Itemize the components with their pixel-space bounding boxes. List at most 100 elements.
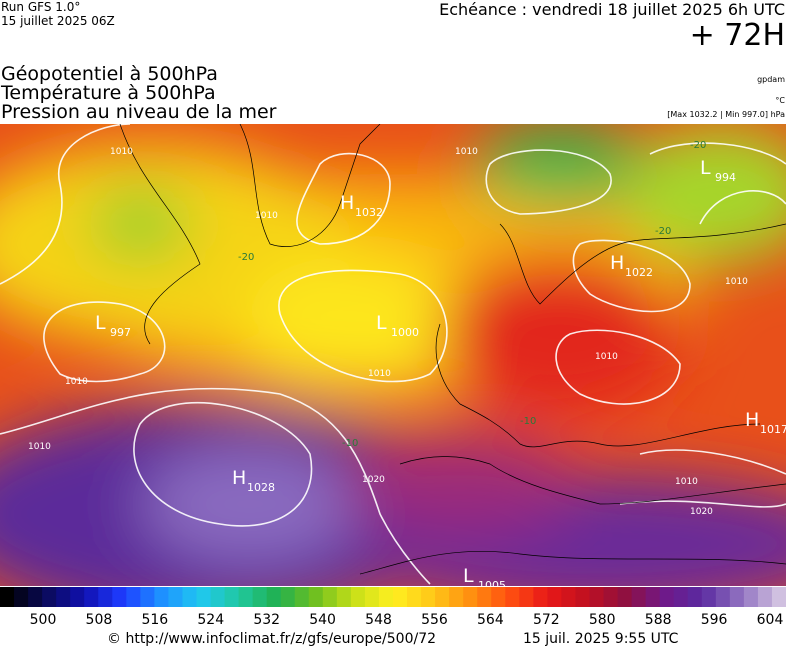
colorbar-tick-label: 596 — [701, 612, 728, 628]
colorbar-swatch — [519, 587, 534, 607]
colorbar-swatch — [98, 587, 113, 607]
colorbar-swatch — [322, 587, 338, 607]
lead-time: + 72H — [689, 18, 785, 53]
colorbar-tick-label: 540 — [309, 612, 336, 628]
colorbar-swatch — [126, 587, 141, 607]
colorbar-swatch — [168, 587, 183, 607]
colorbar-swatch — [659, 587, 675, 607]
isobar-label: 1010 — [110, 147, 133, 157]
colorbar-swatch — [294, 587, 310, 607]
echeance: Echéance : vendredi 18 juillet 2025 6h U… — [439, 0, 785, 19]
temperature-label: -20 — [690, 140, 706, 151]
colorbar-swatch — [196, 587, 212, 607]
colorbar-tick-label: 532 — [253, 612, 280, 628]
colorbar-tick-label: 580 — [589, 612, 616, 628]
colorbar-swatch — [393, 587, 408, 607]
colorbar-swatch — [589, 587, 605, 607]
run-date: 15 juillet 2025 06Z — [1, 14, 115, 28]
source-url: © http://www.infoclimat.fr/z/gfs/europe/… — [107, 631, 437, 647]
pressure-center-type: H — [232, 467, 246, 489]
isobar-label: 1010 — [28, 442, 51, 452]
colorbar-swatch — [182, 587, 197, 607]
colorbar-swatch — [421, 587, 436, 607]
colorbar-tick-label: 572 — [533, 612, 560, 628]
colorbar-tick-label: 604 — [757, 612, 784, 628]
isobar-label: 1010 — [65, 377, 88, 387]
isobar-label: 1010 — [725, 277, 748, 287]
pressure-center-type: L — [95, 312, 106, 334]
pressure-center-value: 1017 — [760, 423, 786, 436]
isobar-label: 1010 — [675, 477, 698, 487]
pressure-center-type: H — [610, 252, 624, 274]
colorbar-swatch — [771, 587, 786, 607]
colorbar-swatch — [336, 587, 352, 607]
colorbar-tick-label: 556 — [421, 612, 448, 628]
colorbar-swatch — [631, 587, 647, 607]
colorbar-swatch — [210, 587, 226, 607]
colorbar-swatch — [603, 587, 619, 607]
colorbar-swatch — [364, 587, 380, 607]
colorbar-swatch — [252, 587, 268, 607]
colorbar-tick-label: 548 — [365, 612, 392, 628]
colorbar-swatch — [743, 587, 759, 607]
isobar-label: 1020 — [362, 475, 385, 485]
pressure-center-type: H — [340, 192, 354, 214]
field: Température à 500hPa — [1, 82, 216, 104]
generated-time: 15 juil. 2025 9:55 UTC — [523, 631, 679, 647]
colorbar-swatch — [154, 587, 169, 607]
colorbar-swatch — [477, 587, 492, 607]
isobar-label: 1010 — [455, 147, 478, 157]
pressure-center-value: 1028 — [247, 481, 275, 494]
colorbar-swatch — [407, 587, 422, 607]
colorbar-swatch — [224, 587, 240, 607]
colorbar-swatch — [14, 587, 29, 607]
isobar-label: 1010 — [595, 352, 618, 362]
colorbar-swatch — [266, 587, 282, 607]
colorbar-swatch — [701, 587, 717, 607]
pressure-center-value: 1032 — [355, 206, 383, 219]
colorbar-tick-label: 508 — [86, 612, 113, 628]
colorbar-swatch — [56, 587, 71, 607]
colorbar-swatch — [729, 587, 745, 607]
colorbar-swatch — [715, 587, 731, 607]
colorbar-swatch — [687, 587, 703, 607]
colorbar — [0, 587, 786, 607]
unit: °C — [775, 96, 785, 105]
pressure-center-type: L — [700, 157, 711, 179]
colorbar-tick-label: 524 — [197, 612, 224, 628]
pressure-center-type: L — [463, 565, 474, 586]
field: Pression au niveau de la mer — [1, 101, 277, 123]
pressure-center-value: 994 — [715, 171, 736, 184]
temperature-label: -10 — [342, 438, 358, 449]
temperature-label: -10 — [520, 416, 536, 427]
colorbar-swatch — [112, 587, 127, 607]
colorbar-swatch — [547, 587, 562, 607]
temperature-label: -20 — [655, 226, 671, 237]
colorbar-tick-label: 516 — [141, 612, 168, 628]
colorbar-tick-label: 500 — [30, 612, 57, 628]
colorbar-swatch — [28, 587, 43, 607]
colorbar-tick-label: 564 — [477, 612, 504, 628]
colorbar-swatch — [42, 587, 57, 607]
colorbar-labels: 500 508 516 524 532 540 548 556 564 572 580 588 596 6… — [30, 612, 784, 628]
pressure-center-value: 1005 — [478, 579, 506, 586]
isobar-label: 1020 — [690, 507, 713, 517]
colorbar-swatch — [435, 587, 450, 607]
field: Géopotentiel à 500hPa — [1, 63, 218, 85]
colorbar-swatch — [280, 587, 296, 607]
pressure-center-type: L — [376, 312, 387, 334]
colorbar-swatch — [70, 587, 85, 607]
colorbar-swatch — [505, 587, 520, 607]
colorbar-swatch — [140, 587, 155, 607]
colorbar-swatch — [673, 587, 689, 607]
colorbar-swatch — [561, 587, 576, 607]
isobar-label: 1010 — [368, 369, 391, 379]
colorbar-swatch — [378, 587, 394, 607]
colorbar-tick-label: 588 — [645, 612, 672, 628]
temperature-label: -20 — [238, 252, 254, 263]
pressure-center-value: 1000 — [391, 326, 419, 339]
pressure-center-value: 1022 — [625, 266, 653, 279]
isobar-label: 1010 — [255, 211, 278, 221]
colorbar-swatch — [533, 587, 548, 607]
